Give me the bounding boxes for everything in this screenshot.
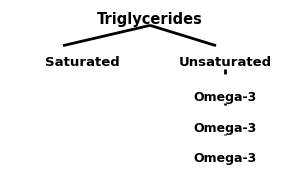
Text: Saturated: Saturated (45, 56, 120, 69)
Text: Omega-3: Omega-3 (194, 122, 256, 135)
Text: Omega-3: Omega-3 (194, 91, 256, 104)
Text: Triglycerides: Triglycerides (97, 12, 203, 27)
Text: Unsaturated: Unsaturated (178, 56, 272, 69)
Text: Omega-3: Omega-3 (194, 152, 256, 165)
